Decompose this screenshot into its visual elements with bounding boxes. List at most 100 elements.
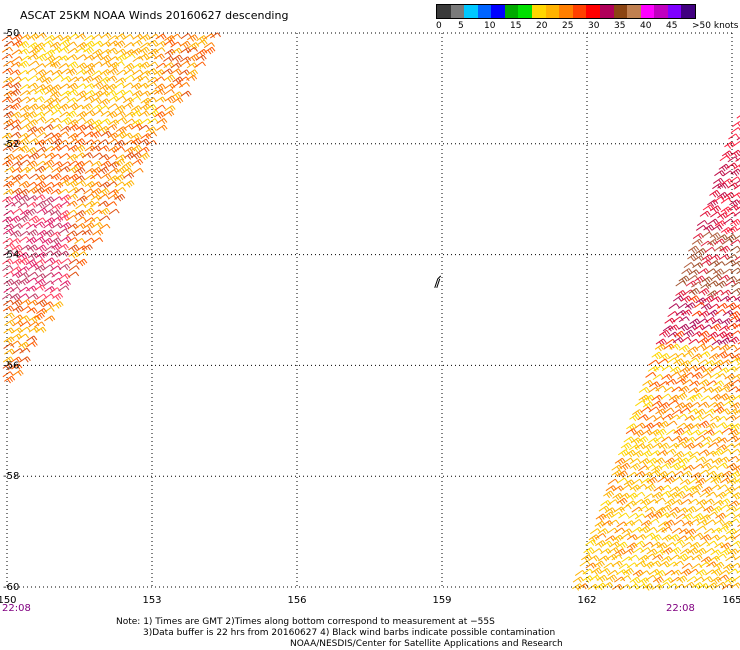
barb-feather [8,78,13,84]
barb-feather [674,345,679,350]
barb-feather [45,189,50,195]
barb-feather [33,307,38,313]
barb-staff [51,46,60,53]
wind-barb [90,131,102,139]
barb-staff [107,193,116,200]
wind-barb [36,229,48,238]
barb-staff [58,63,67,69]
barb-feather [103,189,108,195]
barb-staff [36,132,45,139]
barb-feather [695,498,700,504]
wind-barb [44,88,56,96]
barb-feather [34,53,39,59]
barb-feather [7,146,12,152]
barb-staff [92,40,101,47]
barb-feather [112,69,117,74]
barb-feather [192,70,197,76]
barb-feather [733,152,738,158]
barb-feather [95,196,100,201]
barb-feather [23,267,28,273]
wind-barb [678,385,690,394]
wind-barb [66,209,78,216]
barb-feather [608,492,613,497]
barb-feather [686,310,691,316]
wind-barb [725,505,738,513]
barb-feather [721,423,726,429]
barb-staff [734,366,740,371]
barb-staff [2,265,11,272]
wind-barb [688,287,700,296]
barb-staff [44,117,53,124]
barb-feather [161,76,165,82]
barb-feather [123,117,128,122]
barb-staff [4,243,13,250]
barb-feather [67,35,72,40]
wind-barb [664,317,676,324]
barb-feather [13,114,18,120]
wind-barb [717,462,729,469]
barb-staff [28,326,37,333]
barb-feather [95,146,100,152]
barb-feather [627,504,632,510]
barb-feather [55,232,59,238]
barb-feather [111,112,116,118]
barb-staff [26,68,35,75]
barb-staff [180,56,188,63]
barb-feather [696,332,701,338]
barb-feather [737,176,740,181]
barb-feather [684,480,689,486]
wind-barb [106,124,118,131]
barb-feather [39,188,44,194]
wind-barb [76,42,88,50]
barb-feather [70,182,75,188]
wind-barb [27,293,39,300]
barb-feather [17,340,22,346]
wind-barb [3,76,15,84]
wind-barb [100,130,112,137]
barb-staff [730,267,739,274]
barb-feather [14,196,19,202]
barb-feather [97,223,101,229]
barb-staff [728,204,737,211]
wind-barb [132,167,144,174]
wind-barb [700,240,712,247]
barb-feather [129,102,134,108]
barb-staff [34,321,43,328]
barb-feather [25,202,29,207]
barb-feather [15,273,19,279]
barb-feather [59,161,63,166]
wind-barb [651,400,663,407]
barb-feather [726,319,731,325]
barb-feather [40,96,45,101]
barb-staff [4,166,13,173]
barb-feather [724,320,729,326]
barb-feather [21,280,26,286]
barb-staff [28,263,37,270]
barb-staff [90,173,98,180]
wind-barb [65,110,77,119]
barb-feather [38,247,43,253]
barb-feather [50,109,55,115]
barb-feather [13,105,17,111]
barb-feather [676,437,681,442]
barb-staff [153,76,162,83]
barb-feather [40,274,45,280]
barb-feather [154,61,159,67]
barb-staff [1,293,10,300]
barb-staff [84,193,93,200]
barb-feather [720,177,725,183]
wind-barb [123,180,135,188]
barb-feather [50,203,54,208]
barb-feather [708,372,712,378]
barb-feather [647,381,652,387]
wind-barb [713,177,725,184]
barb-feather [87,245,91,251]
barb-feather [618,486,622,492]
wind-barb [68,33,80,40]
barb-feather [11,153,15,159]
barb-staff [27,293,36,300]
wind-barb [11,363,23,370]
barb-staff [676,413,685,420]
barb-feather [39,195,44,201]
barb-feather [131,118,136,124]
